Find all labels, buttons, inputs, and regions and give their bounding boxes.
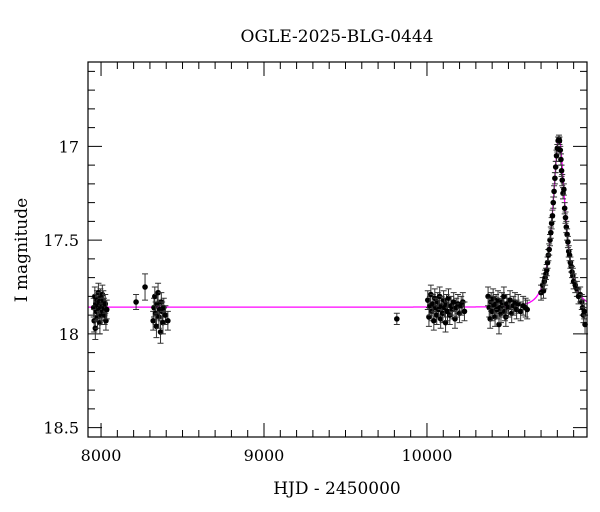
point-marker [165, 317, 171, 324]
point-marker [546, 246, 552, 253]
data-point [507, 290, 514, 310]
data-point [155, 282, 162, 303]
data-point [551, 185, 558, 198]
point-marker [558, 167, 565, 174]
y-tick-label: 17.5 [43, 231, 79, 250]
x-tick-label: 8000 [81, 446, 122, 465]
point-marker [551, 188, 557, 195]
y-tick-label: 18.5 [43, 419, 79, 438]
data-point [103, 299, 110, 320]
point-marker [133, 299, 139, 305]
point-marker [581, 308, 588, 315]
model-curve-group [88, 136, 588, 308]
data-point [564, 228, 571, 241]
x-axis-label: HJD - 2450000 [273, 479, 401, 499]
data-point [133, 294, 140, 310]
data-point [550, 196, 557, 209]
y-tick-label: 17 [59, 137, 79, 156]
point-marker [565, 239, 571, 245]
data-point [560, 183, 567, 196]
point-marker [517, 308, 524, 315]
point-marker [162, 312, 169, 318]
point-marker [548, 229, 554, 236]
point-marker [557, 147, 564, 153]
point-marker [558, 156, 564, 163]
point-marker [561, 186, 567, 193]
tick-labels: 8000 9000 10000 17 17.5 18 18.5 [43, 137, 452, 465]
x-tick-label: 9000 [244, 446, 285, 465]
data-point [142, 273, 149, 301]
chart-title: OGLE-2025-BLG-0444 [241, 27, 434, 47]
point-marker [562, 214, 569, 221]
point-marker [155, 289, 161, 296]
point-marker [103, 306, 110, 313]
point-marker [524, 306, 530, 313]
point-marker [561, 205, 568, 212]
point-marker [433, 312, 440, 318]
data-point [547, 226, 554, 239]
plot-frame [87, 61, 588, 438]
data-point [461, 301, 468, 322]
point-marker [552, 175, 558, 182]
data-point [552, 160, 559, 174]
point-marker [431, 317, 437, 324]
x-tick-label: 10000 [402, 446, 453, 465]
data-point [551, 172, 558, 185]
point-marker [394, 316, 400, 322]
data-point [544, 256, 551, 269]
point-marker [556, 137, 563, 144]
data-point [524, 299, 531, 320]
point-marker [507, 297, 513, 303]
point-marker [552, 164, 559, 170]
point-marker [450, 299, 457, 305]
point-marker [550, 199, 557, 206]
axis-ticks [88, 62, 587, 437]
point-marker [142, 284, 148, 290]
data-point [581, 303, 588, 320]
data-point [164, 310, 171, 331]
data-point [520, 295, 527, 316]
data-point [556, 136, 563, 145]
point-marker [461, 308, 468, 315]
point-marker [549, 212, 556, 219]
point-marker [559, 177, 566, 183]
point-marker [150, 317, 156, 324]
data-points-group [90, 134, 589, 344]
y-axis-label: I magnitude [12, 198, 32, 302]
y-tick-label: 18 [59, 325, 79, 344]
data-point [549, 209, 556, 222]
model-curve [88, 136, 588, 308]
data-point [393, 312, 400, 325]
